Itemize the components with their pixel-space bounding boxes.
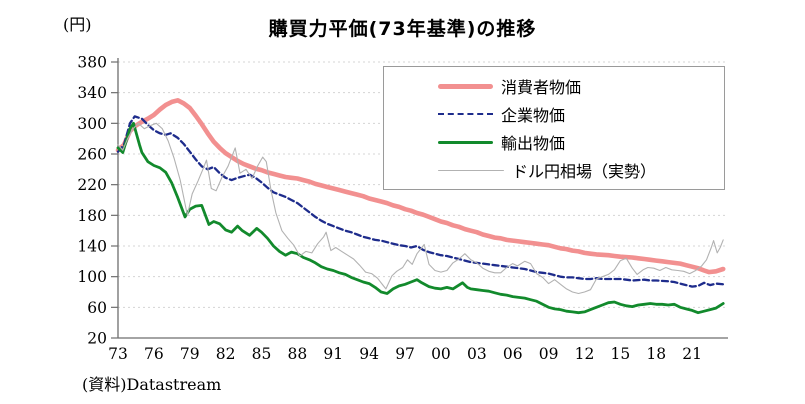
y-axis-unit-label: (円) (63, 15, 92, 34)
x-tick-label: 91 (323, 345, 343, 363)
x-tick-label: 15 (610, 345, 630, 363)
chart-legend: 消費者物価 企業物価 輸出物価 ドル円相場（実勢） (383, 66, 725, 190)
x-tick-label: 73 (108, 345, 128, 363)
series-line-consumer-price (115, 98, 726, 275)
x-tick-label: 18 (646, 345, 666, 363)
legend-item-corporate-price: 企業物価 (438, 101, 720, 127)
legend-line-corporate-price-icon (438, 113, 493, 115)
legend-label-dollar-yen-rate: ドル円相場（実勢） (512, 162, 657, 181)
legend-label-corporate-price: 企業物価 (501, 106, 566, 125)
series-line-export-price (116, 121, 725, 315)
x-tick-label: 12 (575, 345, 595, 363)
x-tick-label: 85 (252, 345, 272, 363)
y-tick-label: 260 (77, 146, 107, 164)
y-tick-label: 140 (77, 238, 107, 256)
legend-label-export-price: 輸出物価 (501, 134, 566, 153)
x-tick-label: 88 (288, 345, 308, 363)
y-tick-label: 380 (77, 54, 107, 72)
legend-line-consumer-price-icon (438, 83, 493, 89)
x-tick-label: 97 (395, 345, 415, 363)
legend-item-export-price: 輸出物価 (438, 129, 720, 155)
source-note: (資料)Datastream (82, 375, 222, 394)
y-tick-label: 340 (77, 84, 107, 102)
x-tick-label: 94 (359, 345, 379, 363)
y-tick-label: 300 (77, 115, 107, 133)
chart-title: 購買力平価(73年基準)の推移 (268, 18, 537, 40)
x-tick-label: 00 (431, 345, 451, 363)
x-tick-label: 03 (467, 345, 487, 363)
y-tick-label: 20 (87, 330, 107, 348)
legend-label-consumer-price: 消費者物価 (501, 78, 582, 97)
series-line-corporate-price (116, 115, 725, 288)
x-tick-label: 09 (539, 345, 559, 363)
legend-item-dollar-yen-rate: ドル円相場（実勢） (438, 157, 720, 183)
series-line-dollar-yen-rate (117, 122, 724, 295)
x-tick-label: 21 (682, 345, 702, 363)
x-tick-label: 79 (180, 345, 200, 363)
y-tick-label: 100 (77, 268, 107, 286)
x-tick-label: 76 (144, 345, 164, 363)
legend-item-consumer-price: 消費者物価 (438, 73, 720, 99)
y-tick-label: 60 (87, 299, 107, 317)
y-tick-label: 180 (77, 207, 107, 225)
legend-line-dollar-yen-rate-icon (438, 169, 504, 171)
x-tick-label: 06 (503, 345, 523, 363)
y-tick-label: 220 (77, 176, 107, 194)
x-tick-label: 82 (216, 345, 236, 363)
legend-line-export-price-icon (438, 140, 493, 144)
